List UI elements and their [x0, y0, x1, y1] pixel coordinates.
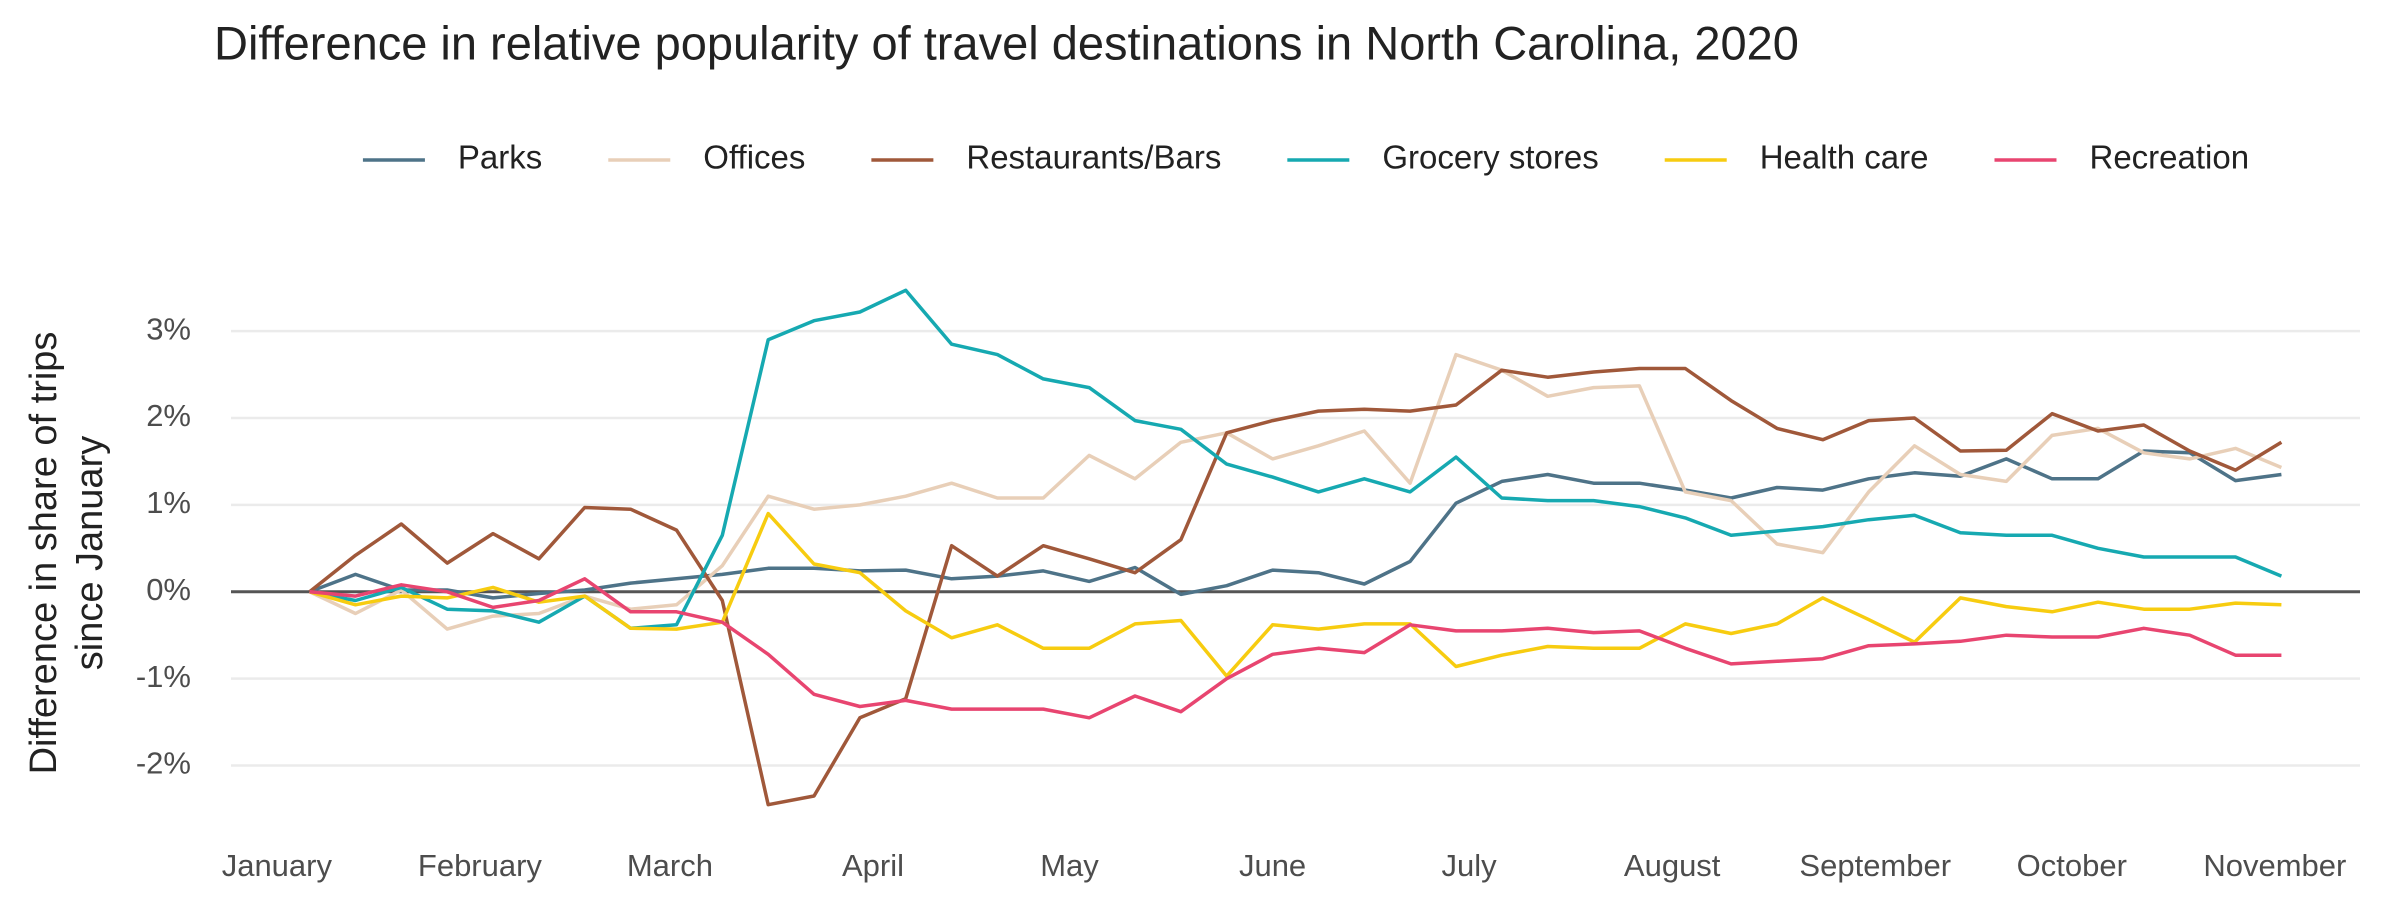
y-axis-title: Difference in share of trips — [23, 332, 65, 775]
y-tick-label: -1% — [136, 659, 191, 694]
legend-item: Parks — [362, 139, 542, 176]
series-line — [308, 449, 2282, 600]
chart-title: Difference in relative popularity of tra… — [214, 16, 1799, 69]
legend-label: Recreation — [2089, 139, 2249, 176]
x-tick-label: August — [1624, 848, 1721, 883]
x-tick-label: February — [418, 848, 543, 883]
y-tick-label: 0% — [146, 572, 191, 607]
y-axis-title: since January — [69, 436, 111, 670]
x-tick-label: May — [1040, 848, 1099, 883]
y-tick-label: 2% — [146, 398, 191, 433]
legend-label: Grocery stores — [1382, 139, 1598, 176]
x-tick-label: January — [222, 848, 333, 883]
y-tick-label: -2% — [136, 746, 191, 781]
legend-label: Health care — [1760, 139, 1929, 176]
x-tick-label: March — [627, 848, 713, 883]
x-tick-label: July — [1442, 848, 1498, 883]
legend-item: Recreation — [1994, 139, 2249, 176]
legend-label: Restaurants/Bars — [966, 139, 1221, 176]
legend: Parks Offices Restaurants/Bars Grocery stor… — [362, 139, 2249, 176]
x-tick-label: June — [1239, 848, 1306, 883]
series-line — [309, 577, 2282, 720]
grid: -2% -1% 0% 1% 2% 3% January February March April M… — [136, 311, 2360, 883]
x-tick-label: April — [842, 848, 904, 883]
series-line — [309, 511, 2282, 678]
y-tick-label: 3% — [146, 311, 191, 346]
lines — [308, 288, 2283, 807]
legend-item: Grocery stores — [1287, 139, 1599, 176]
series-line — [308, 366, 2283, 807]
y-tick-label: 1% — [146, 485, 191, 520]
legend-item: Offices — [608, 139, 805, 176]
legend-label: Parks — [458, 139, 542, 176]
series-line — [308, 352, 2283, 631]
legend-label: Offices — [703, 139, 805, 176]
x-tick-label: September — [1799, 848, 1951, 883]
series-line — [309, 288, 2283, 631]
legend-item: Restaurants/Bars — [871, 139, 1221, 176]
x-tick-label: October — [2017, 848, 2127, 883]
x-tick-label: November — [2203, 848, 2346, 883]
legend-item: Health care — [1664, 139, 1929, 176]
